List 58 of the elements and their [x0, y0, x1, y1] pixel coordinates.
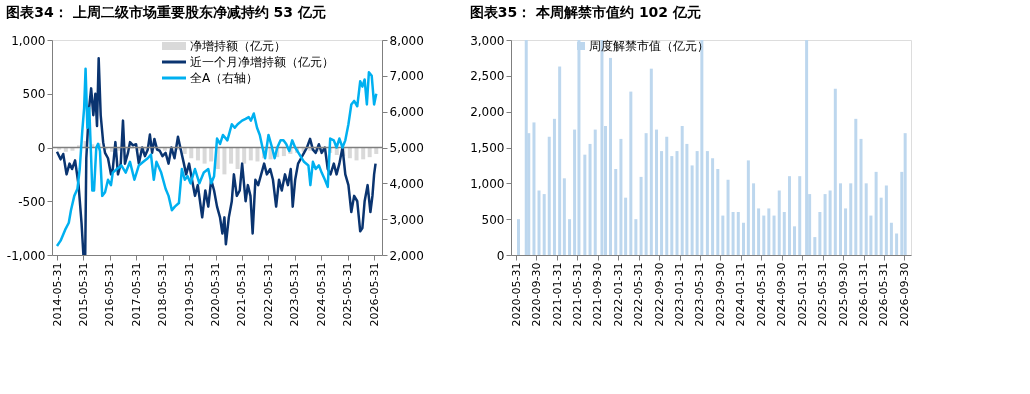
x-tick-label: 2017-05-31: [129, 262, 143, 327]
y2-tick-label: 8,000: [389, 33, 424, 48]
y-tick-label: 500: [481, 212, 505, 227]
x-tick-label: 2024-05-31: [314, 262, 328, 327]
y2-tick-label: 3,000: [389, 212, 424, 227]
x-tick-label: 2022-05-31: [261, 262, 275, 327]
x-tick-label: 2024-09-30: [775, 262, 789, 327]
x-tick-label: 2025-05-31: [341, 262, 355, 327]
x-tick-label: 2022-05-31: [632, 262, 646, 327]
y2-tick-label: 4,000: [389, 176, 424, 191]
y2-tick-label: 7,000: [389, 69, 424, 84]
x-tick-label: 2023-05-31: [288, 262, 302, 327]
y2-tick-label: 5,000: [389, 141, 424, 155]
y-tick-label: 2,000: [470, 105, 505, 120]
x-tick-label: 2020-09-30: [529, 262, 543, 327]
chart-title: 图表35： 本周解禁市值约 102 亿元: [469, 4, 701, 20]
legend-label: 净增持额（亿元）: [190, 39, 286, 53]
legend-label: 全A（右轴）: [190, 71, 259, 85]
x-tick-label: 2026-05-31: [367, 262, 381, 327]
y2-tick-label: 2,000: [389, 248, 424, 263]
x-tick-label: 2019-05-31: [182, 262, 196, 327]
y-tick-label: 0: [37, 141, 46, 155]
y-tick-label: -1,000: [6, 248, 46, 263]
x-tick-label: 2022-01-31: [611, 262, 625, 327]
x-tick-label: 2015-05-31: [76, 262, 90, 327]
x-tick-label: 2026-01-31: [857, 262, 871, 327]
y-tick-label: 500: [22, 87, 46, 102]
y2-tick-label: 6,000: [389, 105, 424, 120]
x-tick-label: 2023-01-31: [673, 262, 687, 327]
x-tick-label: 2023-05-31: [693, 262, 707, 327]
legend-label: 近一个月净增持额（亿元）: [190, 55, 334, 69]
chart-title: 图表34： 上周二级市场重要股东净减持约 53 亿元: [6, 4, 326, 20]
y-tick-label: 0: [496, 248, 505, 263]
x-tick-label: 2025-05-31: [816, 262, 830, 327]
x-tick-label: 2018-05-31: [156, 262, 170, 327]
x-tick-label: 2022-09-30: [652, 262, 666, 327]
y-tick-label: 2,500: [470, 69, 505, 84]
x-tick-label: 2026-09-30: [897, 262, 911, 327]
x-tick-label: 2016-05-31: [103, 262, 117, 327]
x-tick-label: 2025-09-30: [836, 262, 850, 327]
x-tick-label: 2021-05-31: [570, 262, 584, 327]
x-tick-label: 2014-05-31: [50, 262, 64, 327]
x-tick-label: 2025-01-31: [795, 262, 809, 327]
x-tick-label: 2020-05-31: [209, 262, 223, 327]
y-tick-label: 3,000: [470, 33, 505, 48]
y-tick-label: 1,000: [470, 176, 505, 191]
y-tick-label: 1,500: [470, 141, 505, 155]
x-tick-label: 2024-01-31: [734, 262, 748, 327]
y-tick-label: 1,000: [11, 33, 46, 48]
x-tick-label: 2020-05-31: [509, 262, 523, 327]
x-tick-label: 2021-09-30: [591, 262, 605, 327]
x-tick-label: 2026-05-31: [877, 262, 891, 327]
x-tick-label: 2021-01-31: [550, 262, 564, 327]
x-tick-label: 2024-05-31: [754, 262, 768, 327]
x-tick-label: 2021-05-31: [235, 262, 249, 327]
legend-label: 周度解禁市值（亿元）: [589, 39, 709, 53]
y-tick-label: -500: [18, 194, 46, 209]
x-tick-label: 2023-09-30: [713, 262, 727, 327]
